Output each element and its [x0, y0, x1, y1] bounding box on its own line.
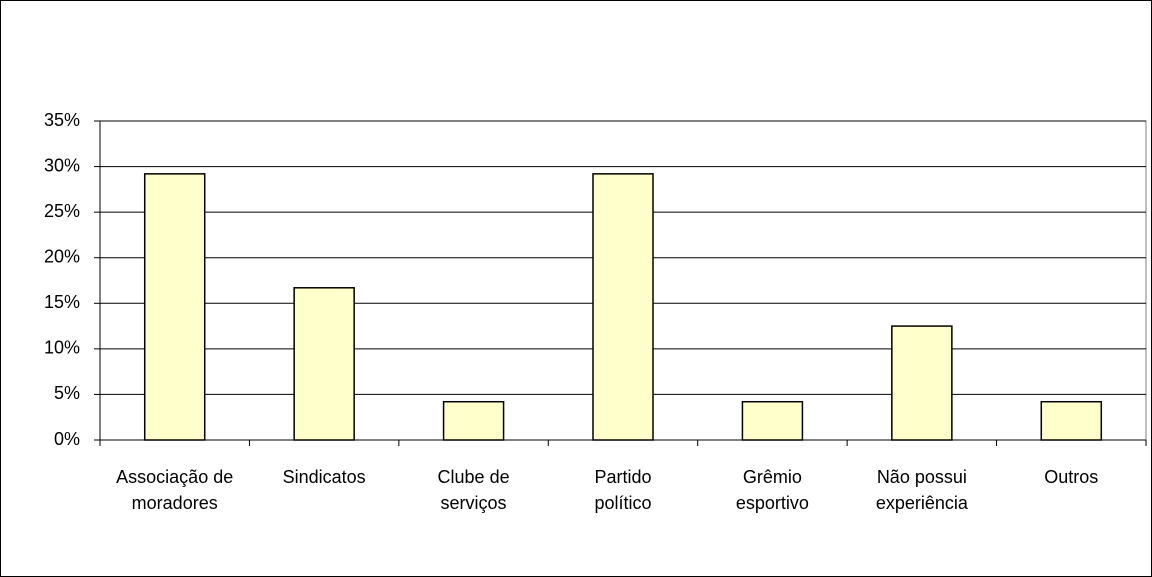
y-tick-label: 35%	[44, 110, 80, 130]
x-tick-label: Outros	[1044, 467, 1099, 487]
y-tick-label: 10%	[44, 338, 80, 358]
x-tick-label: Clube de serviços	[437, 467, 510, 513]
bar	[1040, 400, 1103, 441]
x-tick-label: Grêmio esportivo	[735, 467, 809, 513]
bar	[592, 173, 654, 441]
bar	[442, 400, 505, 441]
y-tick-label: 15%	[44, 292, 80, 312]
y-tick-label: 30%	[44, 155, 80, 175]
x-tick-label: Sindicatos	[282, 467, 366, 487]
bar	[891, 325, 953, 441]
bar	[293, 287, 355, 441]
y-tick-label: 0%	[54, 429, 80, 449]
bar	[143, 173, 206, 441]
x-tick-label: Partido político	[594, 467, 652, 513]
y-tick-label: 20%	[44, 246, 80, 266]
y-tick-label: 5%	[54, 383, 80, 403]
x-tick-label: Associação de moradores	[116, 467, 234, 513]
x-tick-label: Não possui experiência	[875, 467, 968, 513]
y-tick-label: 25%	[44, 201, 80, 221]
bar	[741, 400, 804, 441]
